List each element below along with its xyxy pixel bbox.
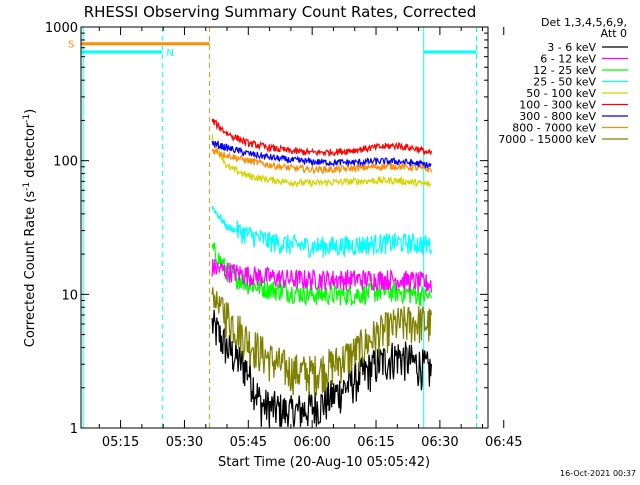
timestamp-stamp: 16-Oct-2021 00:37 <box>560 469 636 478</box>
x-tick-label-0: 05:15 <box>102 435 139 450</box>
legend-header-attenuator: Att 0 <box>601 27 627 40</box>
legend-label-6: 300 - 800 keV <box>519 110 596 123</box>
flag-label-s: S <box>68 40 74 51</box>
y-axis-label: Corrected Count Rate (s-1 detector-1) <box>22 109 38 347</box>
plot-layer: SN <box>68 27 478 428</box>
plot-frame <box>80 26 489 429</box>
x-tick-label-3: 06:00 <box>293 435 330 450</box>
legend-label-0: 3 - 6 keV <box>547 41 596 54</box>
y-tick-label-1: 10 <box>61 288 78 303</box>
legend-header-detectors: Det 1,3,4,5,6,9, <box>541 16 627 29</box>
series-line-6 <box>211 140 432 169</box>
series-line-1 <box>211 258 432 293</box>
chart-title: RHESSI Observing Summary Count Rates, Co… <box>84 3 477 21</box>
series-line-8 <box>211 287 432 396</box>
x-tick-label-5: 06:30 <box>421 435 458 450</box>
series-line-5 <box>211 118 432 157</box>
x-axis-label: Start Time (20-Aug-10 05:05:42) <box>218 455 430 470</box>
series-line-4 <box>211 134 432 189</box>
series-line-7 <box>211 147 432 175</box>
legend-label-8: 7000 - 15000 keV <box>498 133 596 146</box>
legend-label-3: 25 - 50 keV <box>533 76 596 89</box>
legend-label-4: 50 - 100 keV <box>526 87 596 100</box>
y-tick-label-0: 1 <box>70 422 78 437</box>
legend-label-7: 800 - 7000 keV <box>512 122 596 135</box>
x-tick-label-6: 06:45 <box>485 435 522 450</box>
legend-label-1: 6 - 12 keV <box>540 53 596 66</box>
legend-label-5: 100 - 300 keV <box>519 99 596 112</box>
legend-label-2: 12 - 25 keV <box>533 64 596 77</box>
series-line-0 <box>211 309 432 427</box>
x-tick-label-4: 06:15 <box>357 435 394 450</box>
y-tick-label-3: 1000 <box>45 21 78 36</box>
y-tick-label-2: 100 <box>53 155 78 170</box>
series-line-3 <box>211 205 432 259</box>
flag-label-n: N <box>166 48 173 59</box>
x-tick-label-2: 05:45 <box>230 435 267 450</box>
x-tick-label-1: 05:30 <box>166 435 203 450</box>
axis-layer: 1 10 100 1000 05:15 05:30 05:45 06:00 06:15 06:30… <box>45 21 523 450</box>
legend-header: Det 1,3,4,5,6,9, Att 0 <box>541 16 627 40</box>
